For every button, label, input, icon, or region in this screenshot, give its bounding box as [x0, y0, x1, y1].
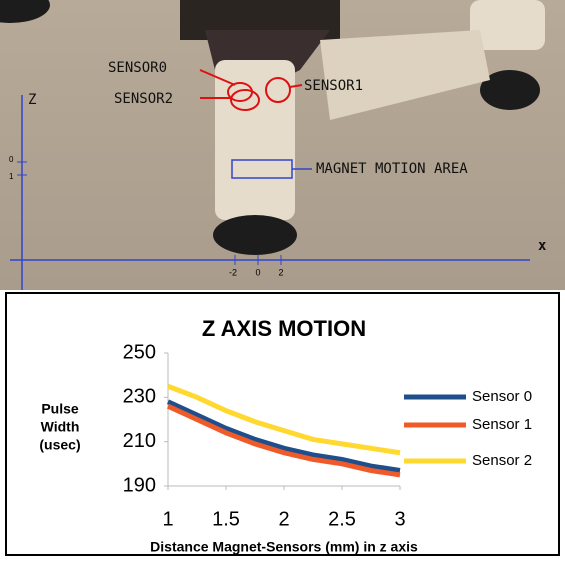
x-tick-label: 1.5 — [212, 508, 240, 530]
y-axis-title: Pulse — [41, 401, 79, 417]
tick-label: -2 — [229, 267, 237, 277]
y-tick-label: 210 — [123, 430, 156, 452]
tick-label: 1 — [9, 172, 14, 181]
chart-title: Z AXIS MOTION — [202, 316, 366, 341]
z-axis-label: Z — [28, 92, 36, 108]
x-tick-label: 2.5 — [328, 508, 356, 530]
figure: SENSOR0 SENSOR1 SENSOR2 MAGNET MOTION AR… — [0, 0, 565, 557]
photo-label: SENSOR2 — [114, 91, 173, 107]
x-tick-label: 2 — [278, 508, 289, 530]
photo-label: SENSOR0 — [108, 60, 167, 76]
y-tick-label: 250 — [123, 341, 156, 363]
x-axis-label: x — [538, 238, 547, 254]
y-axis-title: (usec) — [39, 437, 80, 453]
x-axis-title: Distance Magnet-Sensors (mm) in z axis — [150, 539, 418, 555]
y-tick-label: 190 — [123, 474, 156, 496]
tick-label: 2 — [278, 267, 283, 277]
photo: SENSOR0 SENSOR1 SENSOR2 MAGNET MOTION AR… — [0, 0, 565, 290]
tick-label: 0 — [9, 155, 14, 164]
photo-label: MAGNET MOTION AREA — [316, 161, 468, 177]
legend-label: Sensor 2 — [472, 452, 532, 469]
legend-label: Sensor 1 — [472, 416, 532, 433]
legend-label: Sensor 0 — [472, 388, 532, 405]
y-tick-label: 230 — [123, 386, 156, 408]
tick-label: 0 — [255, 267, 260, 277]
x-tick-label: 1 — [162, 508, 173, 530]
photo-label: SENSOR1 — [304, 78, 363, 94]
x-tick-label: 3 — [394, 508, 405, 530]
y-axis-title: Width — [41, 419, 80, 435]
